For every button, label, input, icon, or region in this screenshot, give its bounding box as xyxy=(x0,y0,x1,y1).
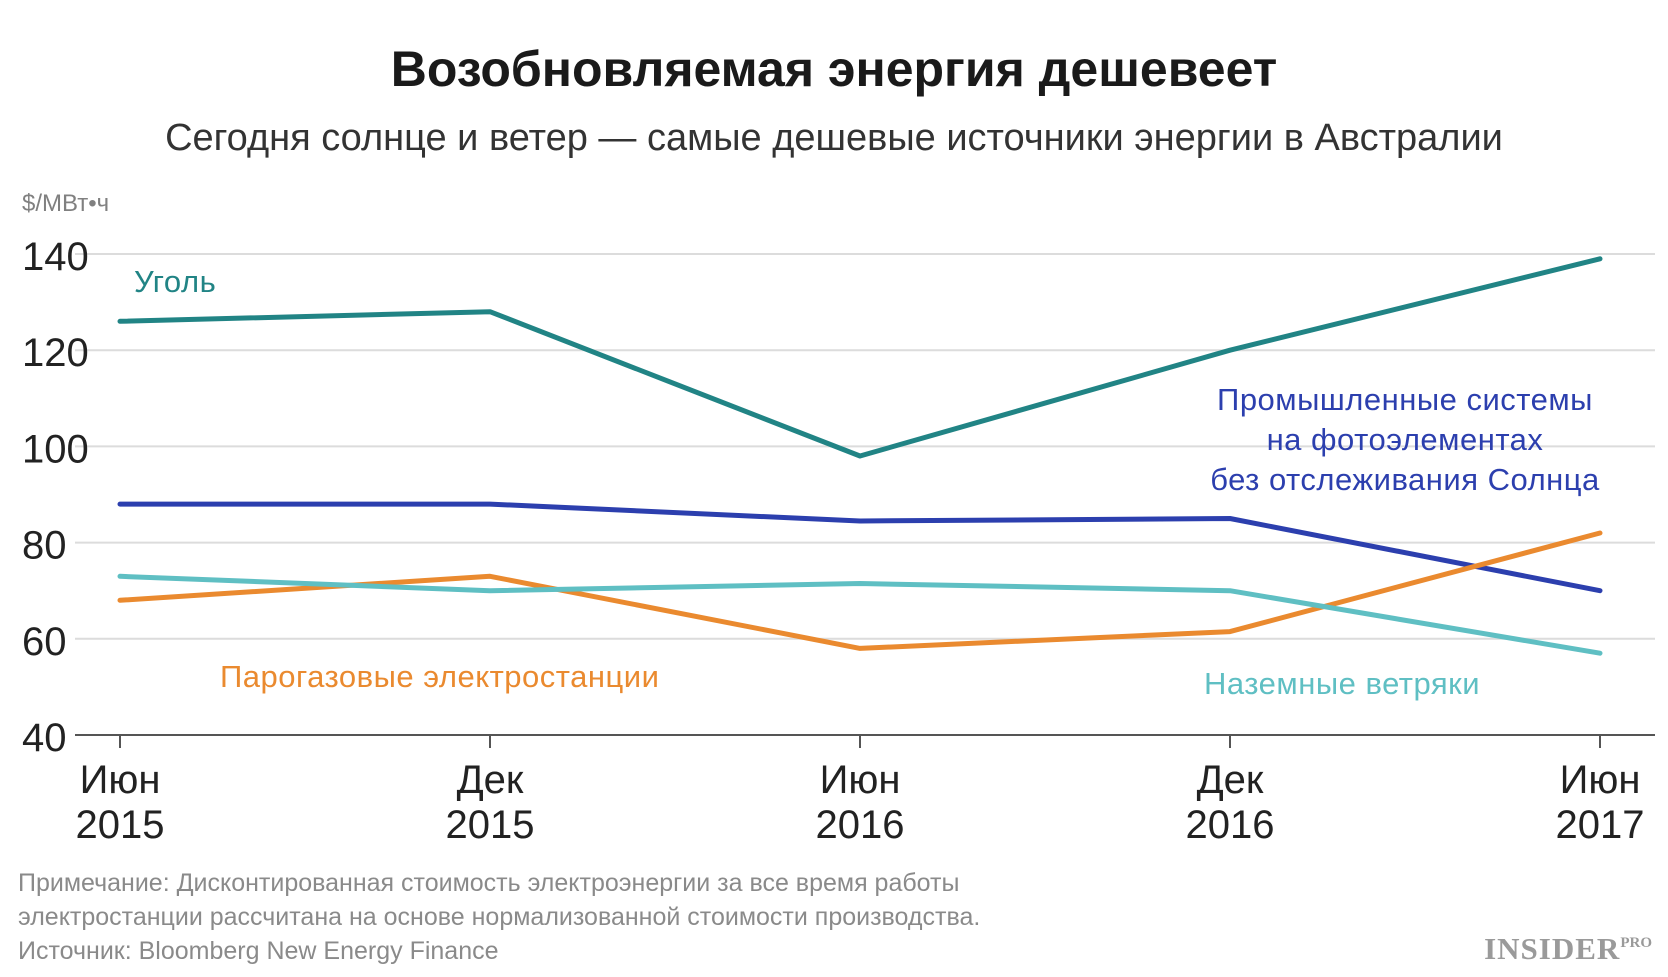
logo-suffix: PRO xyxy=(1620,935,1652,951)
x-tick-label-year-4: 2017 xyxy=(1556,803,1645,847)
y-axis-unit-label: $/МВт•ч xyxy=(22,190,110,217)
series-label-solar-line-1: Промышленные системы xyxy=(1217,382,1593,417)
series-label-coal: Уголь xyxy=(134,264,216,299)
series-label-solar-line-2: на фотоэлементах xyxy=(1267,422,1544,457)
footer-note-line-1: Примечание: Дисконтированная стоимость э… xyxy=(18,869,960,897)
series-label-wind: Наземные ветряки xyxy=(1204,666,1480,701)
logo-main: INSIDER xyxy=(1484,931,1621,966)
x-tick-label-month-4: Июн xyxy=(1560,758,1641,802)
y-tick-label-140: 140 xyxy=(22,235,89,279)
x-tick-label-month-3: Дек xyxy=(1197,758,1264,802)
y-tick-label-120: 120 xyxy=(22,331,89,375)
x-tick-label-year-1: 2015 xyxy=(446,803,535,847)
footer: Примечание: Дисконтированная стоимость э… xyxy=(18,866,980,968)
x-tick-label-month-0: Июн xyxy=(80,758,161,802)
series-line-coal xyxy=(117,256,1603,459)
series-label-gas: Парогазовые электростанции xyxy=(220,659,659,694)
footer-source: Источник: Bloomberg New Energy Finance xyxy=(18,937,499,965)
x-tick-label-month-1: Дек xyxy=(457,758,524,802)
insider-pro-logo: INSIDERPRO xyxy=(1484,931,1652,967)
series-line-solar xyxy=(117,501,1603,594)
series-line-wind xyxy=(117,573,1603,656)
series-line-gas xyxy=(117,530,1603,651)
y-tick-label-80: 80 xyxy=(22,524,67,568)
footer-note-line-2: электростанции рассчитана на основе норм… xyxy=(18,903,981,931)
y-tick-label-60: 60 xyxy=(22,620,67,664)
y-tick-label-40: 40 xyxy=(22,716,67,760)
x-tick-label-year-3: 2016 xyxy=(1186,803,1275,847)
y-tick-label-100: 100 xyxy=(22,427,89,471)
chart-title: Возобновляемая энергия дешевеет xyxy=(390,41,1278,97)
x-tick-label-year-0: 2015 xyxy=(76,803,165,847)
x-tick-label-month-2: Июн xyxy=(820,758,901,802)
series-label-solar-line-3: без отслеживания Солнца xyxy=(1210,462,1600,497)
x-tick-label-year-2: 2016 xyxy=(816,803,905,847)
chart-subtitle: Сегодня солнце и ветер — самые дешевые и… xyxy=(165,117,1503,159)
